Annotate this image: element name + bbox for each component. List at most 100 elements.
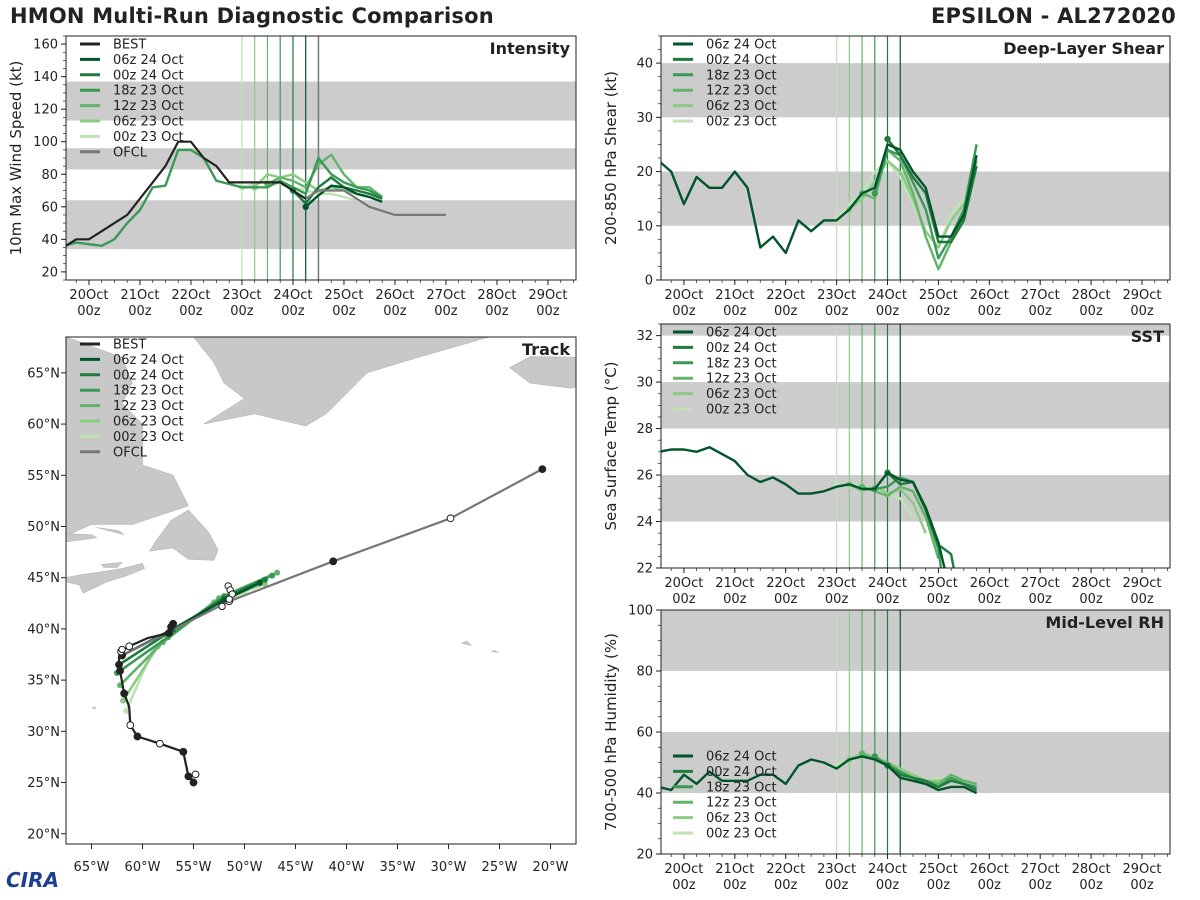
band	[66, 200, 576, 250]
legend-label: 00z 24 Oct	[706, 765, 777, 780]
x-tick-label: 00z	[1079, 304, 1103, 319]
band	[66, 81, 576, 121]
legend-label: 18z 23 Oct	[706, 68, 777, 83]
x-tick-label: 20Oct	[664, 862, 703, 877]
land-mass	[580, 702, 584, 705]
x-tick-label: 27Oct	[1021, 862, 1060, 877]
x-tick-label: 21Oct	[715, 288, 754, 303]
x-tick-label: 20Oct	[664, 288, 703, 303]
legend-label: 06z 23 Oct	[706, 387, 777, 402]
x-tick-label: 00z	[536, 304, 560, 319]
map-area	[66, 337, 584, 787]
plot-area	[66, 36, 576, 280]
x-tick-label: 00z	[1130, 592, 1154, 607]
series-line	[886, 138, 978, 244]
legend-label: 18z 23 Oct	[706, 780, 777, 795]
y-axis-label: Sea Surface Temp (°C)	[602, 361, 620, 530]
ofcl-line	[305, 189, 446, 216]
y-tick-label: 60	[41, 200, 58, 215]
x-tick-label: 29Oct	[1122, 288, 1161, 303]
y-tick-label: 10	[636, 219, 653, 234]
legend-label: 12z 23 Oct	[706, 372, 777, 387]
x-tick-label: 00z	[332, 304, 356, 319]
legend-label: 00z 23 Oct	[706, 115, 777, 130]
rh-panel: 2040608010020Oct00z21Oct00z22Oct00z23Oct…	[602, 604, 1171, 893]
ofcl-track-point	[446, 514, 455, 523]
y-tick-label: 20	[41, 265, 58, 280]
storm-id-title: EPSILON - AL272020	[931, 4, 1176, 28]
x-tick-label: 25Oct	[919, 288, 958, 303]
best-track-point	[189, 778, 198, 787]
band	[661, 382, 1170, 429]
forecast-track-point	[218, 602, 226, 611]
sst-panel: 22242628303220Oct00z21Oct00z22Oct00z23Oc…	[602, 323, 1171, 607]
legend-label: 06z 24 Oct	[113, 353, 184, 368]
x-tick-label: 21Oct	[715, 862, 754, 877]
best-track-point	[126, 721, 135, 730]
x-tick-label: 22Oct	[766, 862, 805, 877]
land-mass	[491, 650, 499, 653]
x-tick-label: 22Oct	[766, 576, 805, 591]
best-track-point	[184, 772, 193, 781]
series-line	[292, 176, 383, 205]
legend-label: 00z 23 Oct	[113, 130, 184, 145]
y-tick-label: 30	[636, 111, 653, 126]
lat-tick-label: 30°N	[27, 725, 60, 740]
panel-title: Mid-Level RH	[1045, 613, 1164, 632]
panel-title: SST	[1131, 327, 1164, 346]
best-line	[66, 140, 307, 248]
x-tick-label: 00z	[927, 878, 951, 893]
y-tick-label: 60	[636, 726, 653, 741]
axes-frame	[660, 323, 1171, 569]
lon-tick-label: 55°W	[176, 860, 212, 875]
lon-tick-label: 60°W	[125, 860, 161, 875]
forecast-track-point	[118, 645, 126, 654]
series-start-point	[871, 190, 878, 197]
track-panel: 20°N 25°N 30°N 35°N 40°N 45°N 50°N 55°N 60°N 65°N…	[27, 336, 584, 875]
x-tick-label: 25Oct	[919, 576, 958, 591]
x-tick-label: 24Oct	[273, 288, 312, 303]
y-axis-label: 700-500 hPa Humidity (%)	[602, 633, 620, 831]
panel-title: Track	[522, 340, 570, 359]
x-tick-label: 22Oct	[766, 288, 805, 303]
y-tick-label: 80	[41, 168, 58, 183]
x-tick-label: 00z	[1029, 304, 1053, 319]
x-tick-label: 00z	[1029, 592, 1053, 607]
lon-tick-label: 25°W	[482, 860, 518, 875]
x-tick-label: 23Oct	[817, 288, 856, 303]
track-series-point	[120, 697, 127, 704]
track-series-point	[123, 707, 130, 714]
lat-tick-label: 60°N	[27, 418, 60, 433]
best-track-point	[155, 739, 164, 748]
x-tick-label: 00z	[876, 592, 900, 607]
lat-tick-label: 20°N	[27, 827, 60, 842]
series-start-point	[884, 135, 891, 143]
lon-tick-label: 20°W	[533, 860, 569, 875]
best-track-point	[179, 747, 188, 756]
x-tick-label: 27Oct	[1021, 288, 1060, 303]
legend-label: 18z 23 Oct	[706, 356, 777, 371]
land-mass	[101, 561, 123, 568]
land-mass	[91, 706, 97, 710]
x-tick-label: 23Oct	[222, 288, 261, 303]
y-tick-label: 0	[645, 274, 653, 289]
legend-label: 06z 23 Oct	[706, 811, 777, 826]
x-tick-label: 00z	[383, 304, 407, 319]
x-tick-label: 00z	[825, 304, 849, 319]
x-tick-label: 00z	[927, 304, 951, 319]
x-tick-label: 20Oct	[69, 288, 108, 303]
plot-area	[661, 36, 1170, 280]
x-tick-label: 20Oct	[664, 576, 703, 591]
lon-tick-label: 65°W	[74, 860, 110, 875]
x-tick-label: 28Oct	[1072, 862, 1111, 877]
land-mass	[66, 337, 189, 538]
x-tick-label: 00z	[723, 304, 747, 319]
x-tick-label: 00z	[281, 304, 305, 319]
best-track-point	[133, 732, 142, 741]
legend-label: 12z 23 Oct	[706, 84, 777, 99]
plot-area	[661, 324, 1170, 568]
lat-tick-label: 35°N	[27, 674, 60, 689]
series-line	[661, 143, 978, 255]
y-tick-label: 140	[33, 70, 58, 85]
legend-label: 00z 23 Oct	[706, 827, 777, 842]
